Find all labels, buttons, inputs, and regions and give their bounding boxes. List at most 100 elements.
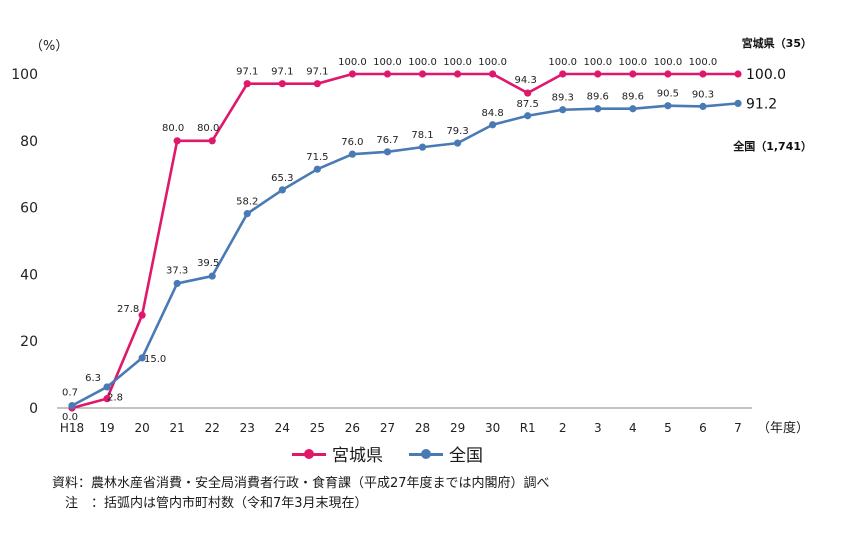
series-end-value-1: 91.2 [746,96,777,112]
data-point-0 [489,70,497,78]
data-point-1 [699,102,707,110]
data-label-1: 87.5 [517,99,539,110]
data-point-1 [103,383,111,391]
y-tick-label: 0 [29,401,38,417]
series-end-name-0: 宮城県（35） [742,36,812,50]
x-tick-label: 28 [415,421,430,435]
y-tick-label: 20 [20,334,38,350]
data-label-0: 100.0 [478,57,507,68]
y-tick-label: 100 [11,67,38,83]
data-label-1: 76.7 [376,135,398,146]
data-point-0 [734,70,742,78]
data-label-0: 100.0 [548,57,577,68]
data-point-1 [383,148,392,156]
x-tick-label: R1 [520,421,536,435]
data-point-0 [138,311,146,319]
chart-data-labels: 0.0 2.8 27.8 80.0 80.0 97.1 97.1 97.1 100.0 100.0… [62,36,812,423]
x-tick-label: 23 [240,421,255,435]
data-label-1: 71.5 [306,152,328,163]
data-label-1: 0.7 [62,388,78,399]
data-label-1: 76.0 [341,137,363,148]
data-label-0: 100.0 [408,57,437,68]
x-tick-label: 19 [99,421,114,435]
y-tick-label: 80 [20,134,38,150]
data-label-0: 80.0 [162,123,184,134]
chart-legend: 宮城県 全国 [292,441,483,466]
data-point-0 [559,70,567,78]
data-label-0: 100.0 [373,57,402,68]
chart-notes: 資料：農林水産省消費・安全局消費者行政・食育課（平成27年度までは内閣府）調べ … [52,474,550,514]
x-tick-label: 26 [345,421,360,435]
data-point-1 [68,402,76,410]
data-point-1 [559,106,567,114]
data-label-1: 79.3 [446,126,468,137]
x-tick-label: 29 [450,421,465,435]
x-tick-label: 30 [485,421,500,435]
data-label-0: 100.0 [689,57,718,68]
y-tick-label: 60 [20,201,38,217]
data-point-1 [278,186,286,194]
series-end-name-1: 全国（1,741） [732,139,812,153]
x-tick-label: H18 [60,421,84,435]
data-point-1 [489,121,497,129]
x-tick-label: 5 [664,421,672,435]
data-label-1: 78.1 [411,130,433,141]
x-tick-label: 4 [629,421,637,435]
data-label-1: 39.5 [197,258,219,269]
data-label-0: 100.0 [583,57,612,68]
data-label-0: 2.8 [107,393,123,404]
data-point-1 [418,143,427,151]
data-point-0 [208,137,216,145]
data-label-0: 27.8 [117,304,139,315]
data-label-0: 100.0 [654,57,683,68]
data-label-0: 100.0 [338,57,367,68]
data-label-0: 97.1 [236,67,258,78]
data-label-1: 58.2 [236,197,258,208]
x-tick-label: 22 [205,421,220,435]
data-point-1 [664,102,672,110]
series-line-0 [71,72,738,410]
data-point-0 [629,70,637,78]
data-point-1 [524,112,532,120]
data-point-0 [524,89,532,97]
x-tick-label: 3 [594,421,602,435]
legend-item-miyagi: 宮城県 [292,441,383,466]
data-point-1 [348,150,357,158]
data-label-1: 89.6 [622,92,644,103]
series-end-value-0: 100.0 [746,67,786,83]
x-tick-label: 27 [380,421,395,435]
data-point-0 [313,80,321,88]
data-point-0 [173,137,181,145]
data-label-0: 94.3 [515,75,537,86]
x-tick-label: 24 [275,421,290,435]
data-point-1 [734,99,742,107]
data-point-0 [103,395,111,403]
data-point-0 [453,70,462,78]
x-tick-label: 25 [310,421,325,435]
data-label-1: 90.3 [692,89,714,100]
x-tick-label: 7 [734,421,742,435]
data-label-0: 97.1 [271,67,293,78]
x-unit-label: （年度） [757,420,809,436]
data-point-0 [594,70,602,78]
legend-item-national: 全国 [409,441,483,466]
data-label-1: 84.8 [481,108,503,119]
data-point-1 [313,165,321,173]
data-point-0 [383,70,392,78]
data-label-1: 89.6 [587,92,609,103]
y-unit-label: （%） [30,39,68,54]
series-line-1 [71,102,739,407]
legend-label-national: 全国 [449,446,483,466]
data-point-1 [173,279,181,288]
data-point-0 [243,80,251,88]
data-label-1: 65.3 [271,173,293,184]
data-label-1: 37.3 [166,265,188,276]
data-label-1: 6.3 [85,373,101,384]
x-tick-label: 2 [559,421,567,435]
legend-swatch-national [409,447,443,461]
data-point-1 [243,210,251,218]
data-label-0: 0.0 [62,412,78,423]
data-label-0: 80.0 [197,123,219,134]
